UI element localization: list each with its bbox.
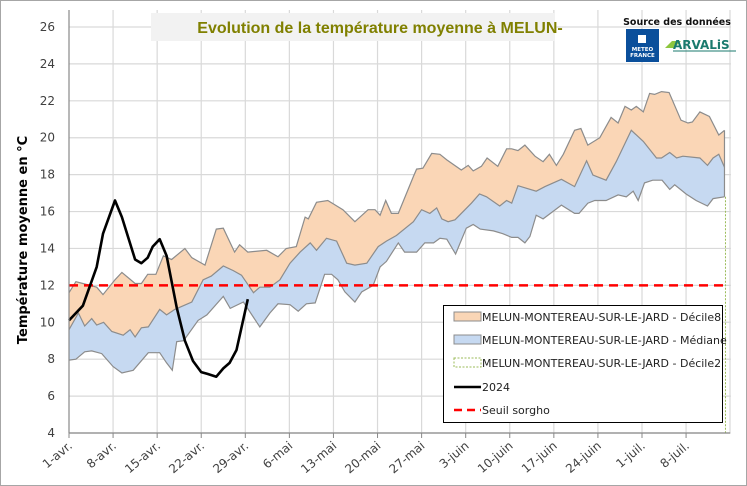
y-axis-label: Température moyenne en °C — [16, 136, 31, 344]
y-tick-label: 14 — [40, 241, 55, 255]
band-areas — [68, 90, 726, 433]
chart-title: Evolution de la température moyenne à ME… — [197, 20, 562, 37]
y-tick-label: 16 — [40, 205, 55, 219]
y-tick-label: 10 — [40, 315, 55, 329]
decile2-line — [68, 179, 725, 374]
legend-item-y2024: 2024 — [454, 381, 510, 394]
meteo-france-logo: METEO FRANCE — [626, 29, 659, 62]
legend-label: 2024 — [482, 381, 510, 394]
svg-text:ARVALiS: ARVALiS — [673, 38, 730, 52]
decile8-line — [68, 90, 725, 296]
legend-item-mediane: MELUN-MONTEREAU-SUR-LE-JARD - Médiane — [453, 334, 727, 347]
decile8-area — [69, 91, 725, 337]
y-tick-label: 4 — [47, 426, 55, 440]
legend-label: MELUN-MONTEREAU-SUR-LE-JARD - Médiane — [482, 334, 727, 347]
decile8-swatch — [453, 311, 482, 322]
legend-label: Seuil sorgho — [482, 404, 550, 417]
arvalis-logo: ARVALiS — [665, 38, 736, 52]
y-tick-label: 26 — [40, 20, 55, 34]
series-2024-line — [68, 199, 250, 379]
legend-label: MELUN-MONTEREAU-SUR-LE-JARD - Décile2 — [482, 357, 721, 370]
legend-item-decile8: MELUN-MONTEREAU-SUR-LE-JARD - Décile8 — [453, 311, 721, 324]
legend-item-decile2: MELUN-MONTEREAU-SUR-LE-JARD - Décile2 — [453, 357, 721, 370]
svg-text:METEO: METEO — [632, 47, 654, 53]
mediane-area — [69, 130, 725, 373]
y-tick-label: 6 — [47, 389, 55, 403]
decile2-swatch — [453, 357, 482, 368]
title-box — [151, 13, 555, 41]
legend-label: MELUN-MONTEREAU-SUR-LE-JARD - Décile8 — [482, 311, 721, 324]
series-lines — [68, 199, 727, 379]
y-tick-label: 12 — [40, 278, 55, 292]
legend: MELUN-MONTEREAU-SUR-LE-JARD - Décile8 MEL… — [443, 305, 727, 423]
svg-text:FRANCE: FRANCE — [630, 53, 655, 59]
legend-item-seuil: Seuil sorgho — [454, 404, 550, 417]
y-tick-label: 18 — [40, 168, 55, 182]
y-tick-label: 22 — [40, 94, 55, 108]
mediane-swatch — [453, 334, 482, 345]
y-tick-label: 24 — [40, 57, 55, 71]
source-label: Source des données — [623, 17, 731, 28]
mediane-line — [68, 129, 726, 339]
y-tick-label: 8 — [47, 352, 55, 366]
y-tick-label: 20 — [40, 131, 55, 145]
